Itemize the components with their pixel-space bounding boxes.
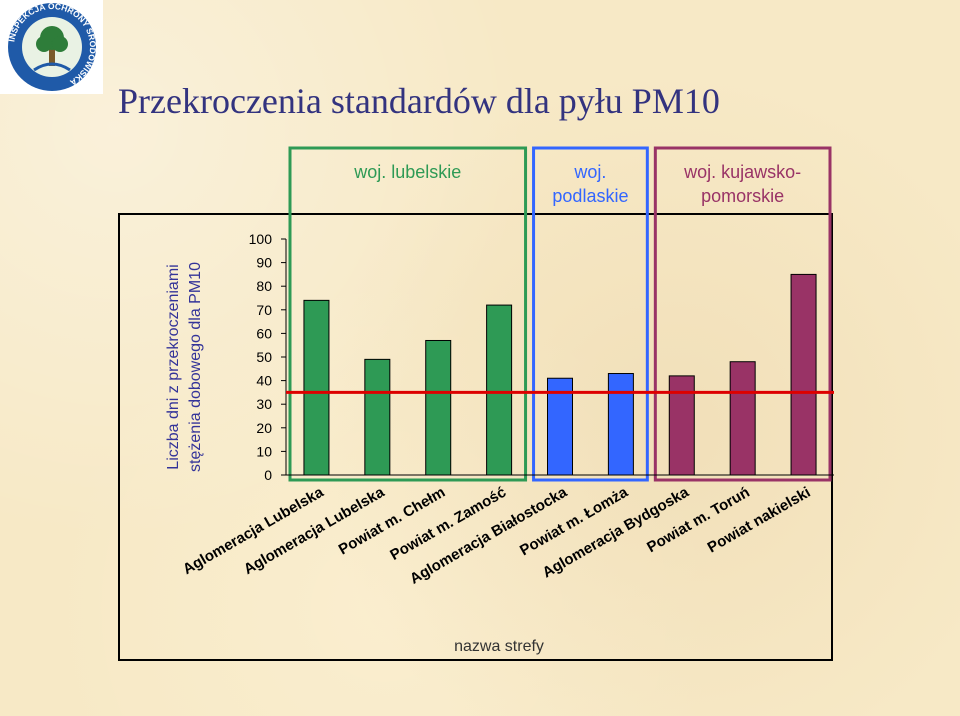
region-label: woj. kujawsko-: [683, 162, 801, 182]
x-axis-label: nazwa strefy: [454, 638, 544, 655]
y-axis-label-line-2: stężenia dobowego dla PM10: [187, 262, 204, 472]
y-tick-label: 60: [256, 325, 272, 341]
region-box: [288, 146, 528, 482]
x-category-label: Powiat nakielski: [705, 484, 814, 557]
y-tick-label: 100: [249, 231, 273, 247]
x-category-label: Powiat m. Toruń: [644, 484, 753, 557]
bar: [668, 375, 695, 476]
logo: INSPEKCJA OCHRONY ŚRODOWISKA: [0, 0, 103, 94]
region-label: podlaskie: [552, 186, 628, 206]
y-axis-label-line-1: Liczba dni z przekroczeniami: [165, 264, 182, 469]
bar: [303, 299, 330, 476]
inspection-logo-icon: INSPEKCJA OCHRONY ŚRODOWISKA: [6, 1, 98, 91]
region-box: [653, 146, 832, 482]
y-tick-label: 50: [256, 349, 272, 365]
bar: [729, 361, 756, 476]
page-title: Przekroczenia standardów dla pyłu PM10: [118, 81, 720, 121]
region-label: woj.: [573, 162, 606, 182]
y-tick-label: 90: [256, 255, 272, 271]
bars: [303, 273, 817, 476]
bar: [364, 358, 391, 476]
y-tick-label: 0: [264, 467, 272, 483]
y-tick-label: 30: [256, 396, 272, 412]
chart-frame: [118, 213, 833, 661]
region-label: woj. lubelskie: [353, 162, 461, 182]
bar: [425, 339, 452, 476]
y-tick-label: 80: [256, 278, 272, 294]
region-label: pomorskie: [701, 186, 784, 206]
y-tick-label: 20: [256, 420, 272, 436]
y-tick-label: 10: [256, 443, 272, 459]
bar: [790, 273, 817, 476]
group-boxes: woj. lubelskie woj. podlaskie woj. kujawsko…: [288, 146, 832, 482]
y-tick-label: 40: [256, 373, 272, 389]
y-tick-label: 70: [256, 302, 272, 318]
bar: [547, 377, 573, 476]
bar: [486, 304, 513, 476]
bar: [607, 373, 634, 476]
region-box: [532, 146, 649, 482]
